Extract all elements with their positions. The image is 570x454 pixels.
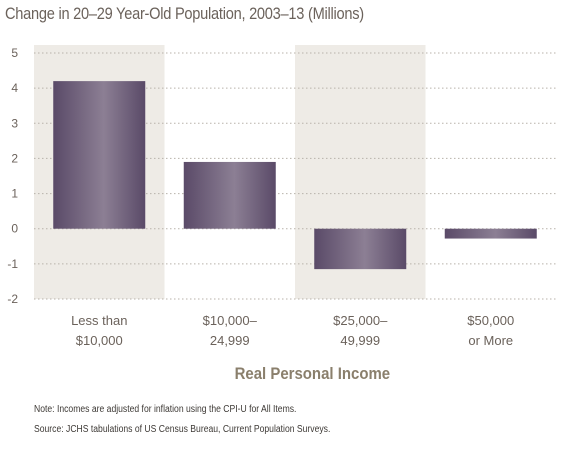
x-tick-label: 24,999 [210,333,250,348]
x-tick-label: $10,000– [203,313,258,328]
y-tick-label: 4 [11,81,18,95]
bar [183,161,276,229]
x-tick-label: or More [468,333,513,348]
footnote: Note: Incomes are adjusted for inflation… [34,404,297,415]
x-tick-label: Less than [71,313,127,328]
x-tick-label: $50,000 [467,313,514,328]
x-tick-label: $25,000– [333,313,388,328]
chart-title: Change in 20–29 Year-Old Population, 200… [5,4,364,23]
bar [53,81,146,229]
bar [314,228,407,270]
y-tick-label: -1 [7,257,18,271]
y-tick-label: 2 [11,151,18,165]
bar [444,228,537,239]
y-tick-label: 0 [11,222,18,236]
bar-chart: 5 4 3 2 1 0 -1 -2 Less than $10,000 $10,000– 24,99… [7,45,556,348]
y-tick-label: -2 [7,292,18,306]
y-tick-label: 1 [11,187,18,201]
x-tick-label: 49,999 [340,333,380,348]
source-note: Source: JCHS tabulations of US Census Bu… [34,424,331,435]
y-tick-label: 3 [11,116,18,130]
x-axis-label: Real Personal Income [234,364,391,383]
y-tick-label: 5 [11,46,18,60]
x-tick-label: $10,000 [76,333,123,348]
